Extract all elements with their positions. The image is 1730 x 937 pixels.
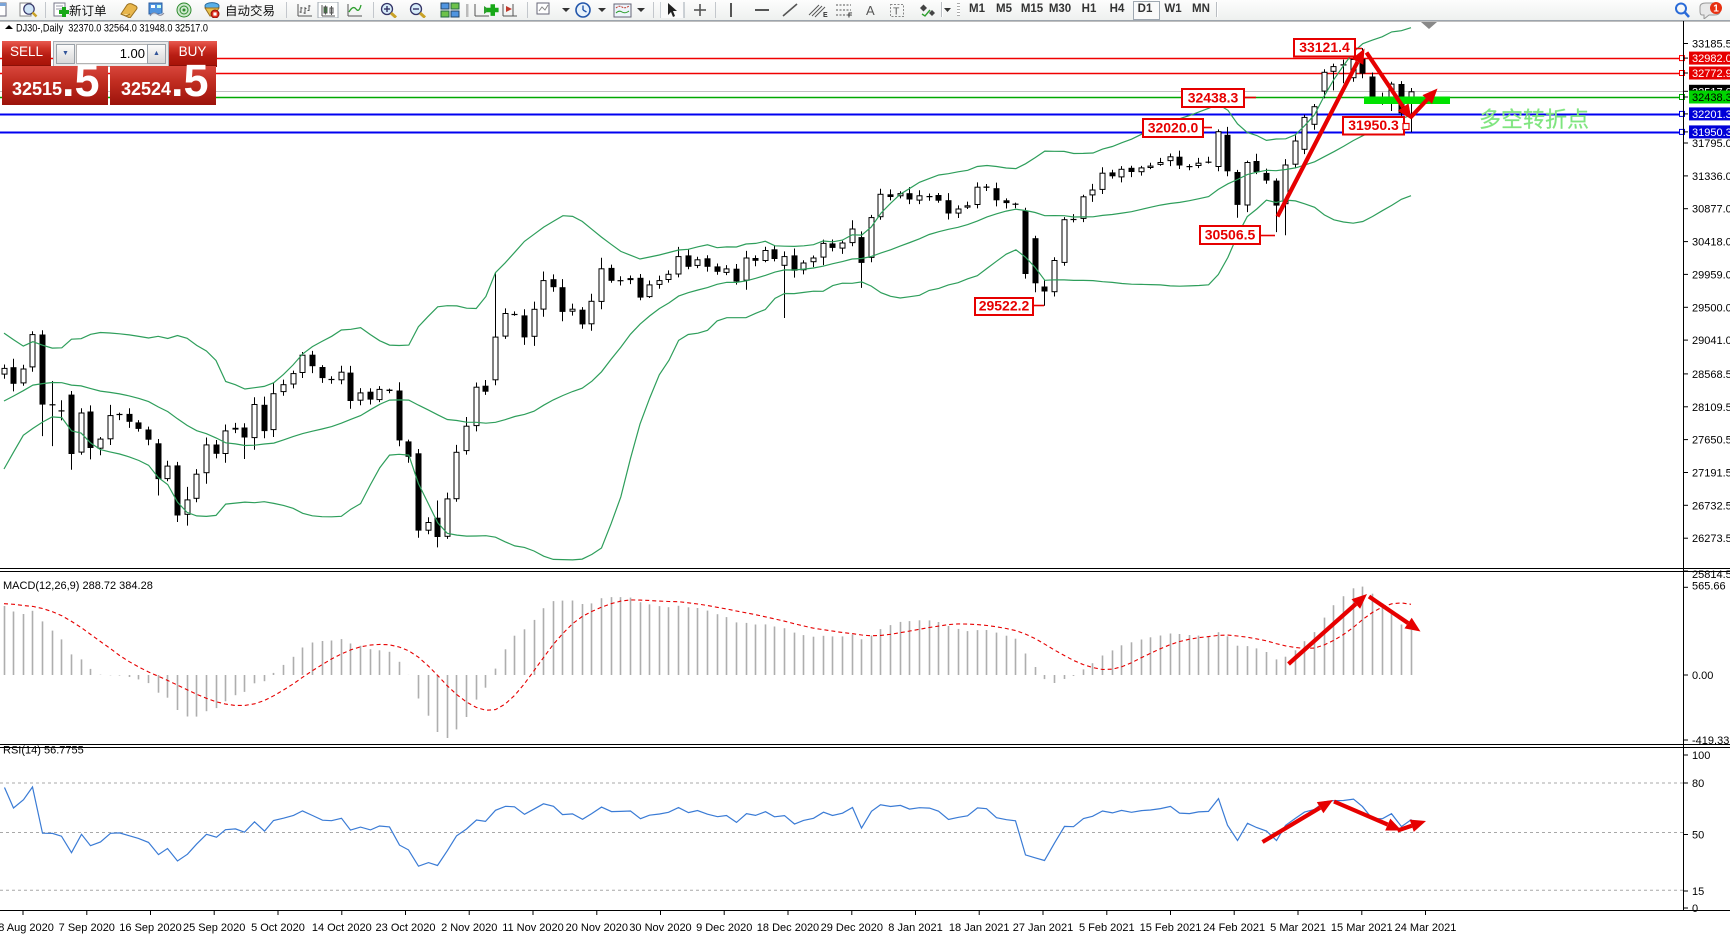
svg-text:5 Mar 2021: 5 Mar 2021 (1270, 922, 1326, 934)
svg-text:11 Nov 2020: 11 Nov 2020 (502, 922, 564, 934)
svg-text:0: 0 (1692, 903, 1698, 915)
svg-text:31950.3: 31950.3 (1692, 127, 1730, 139)
svg-text:28 Aug 2020: 28 Aug 2020 (0, 922, 54, 934)
svg-text:31336.0: 31336.0 (1692, 171, 1730, 183)
svg-text:30418.0: 30418.0 (1692, 237, 1730, 249)
svg-text:F: F (848, 13, 853, 19)
svg-text:18 Dec 2020: 18 Dec 2020 (757, 922, 819, 934)
svg-text:32438.3: 32438.3 (1692, 92, 1730, 104)
svg-text:1: 1 (1713, 4, 1719, 15)
svg-text:24 Feb 2021: 24 Feb 2021 (1203, 922, 1265, 934)
svg-text:29522.2: 29522.2 (979, 298, 1030, 314)
svg-text:24 Mar 2021: 24 Mar 2021 (1395, 922, 1457, 934)
svg-text:18 Jan 2021: 18 Jan 2021 (949, 922, 1010, 934)
svg-text:30877.0: 30877.0 (1692, 204, 1730, 216)
svg-text:30 Nov 2020: 30 Nov 2020 (629, 922, 691, 934)
svg-text:0.00: 0.00 (1692, 670, 1713, 682)
svg-text:26732.5: 26732.5 (1692, 500, 1730, 512)
svg-text:28568.5: 28568.5 (1692, 369, 1730, 381)
svg-text:DJ30-,Daily 32370.0 32564.0 3: DJ30-,Daily 32370.0 32564.0 31948.0 3251… (16, 23, 208, 35)
svg-text:29959.0: 29959.0 (1692, 269, 1730, 281)
svg-text:5 Oct 2020: 5 Oct 2020 (251, 922, 305, 934)
svg-text:30506.5: 30506.5 (1205, 227, 1256, 243)
svg-text:33121.4: 33121.4 (1299, 39, 1350, 55)
svg-text:80: 80 (1692, 778, 1704, 790)
svg-text:RSI(14) 56.7755: RSI(14) 56.7755 (3, 745, 84, 757)
svg-text:31795.0: 31795.0 (1692, 138, 1730, 150)
svg-text:25814.5: 25814.5 (1692, 569, 1730, 581)
svg-text:28109.5: 28109.5 (1692, 402, 1730, 414)
svg-text:29041.0: 29041.0 (1692, 335, 1730, 347)
svg-text:MACD(12,26,9) 288.72 384.28: MACD(12,26,9) 288.72 384.28 (3, 580, 153, 592)
svg-text:29500.0: 29500.0 (1692, 302, 1730, 314)
svg-text:2 Nov 2020: 2 Nov 2020 (441, 922, 497, 934)
svg-text:32438.3: 32438.3 (1188, 90, 1239, 106)
svg-text:23 Oct 2020: 23 Oct 2020 (376, 922, 436, 934)
svg-text:16 Sep 2020: 16 Sep 2020 (119, 922, 181, 934)
svg-text:8 Jan 2021: 8 Jan 2021 (888, 922, 942, 934)
svg-text:T: T (893, 6, 900, 18)
svg-text:14 Oct 2020: 14 Oct 2020 (312, 922, 372, 934)
svg-text:15 Feb 2021: 15 Feb 2021 (1140, 922, 1202, 934)
svg-text:32982.0: 32982.0 (1692, 53, 1730, 65)
svg-text:27191.5: 27191.5 (1692, 468, 1730, 480)
svg-text:32201.3: 32201.3 (1692, 109, 1730, 121)
svg-text:25 Sep 2020: 25 Sep 2020 (183, 922, 245, 934)
svg-text:-419.33: -419.33 (1692, 735, 1729, 747)
svg-text:26273.5: 26273.5 (1692, 533, 1730, 545)
svg-text:565.66: 565.66 (1692, 580, 1726, 592)
svg-text:A: A (866, 3, 875, 18)
svg-text:9 Dec 2020: 9 Dec 2020 (696, 922, 752, 934)
svg-text:31950.3: 31950.3 (1348, 117, 1399, 133)
svg-text:E: E (823, 12, 828, 18)
svg-text:32772.9: 32772.9 (1692, 68, 1730, 80)
svg-text:29 Dec 2020: 29 Dec 2020 (821, 922, 883, 934)
svg-text:15 Mar 2021: 15 Mar 2021 (1331, 922, 1393, 934)
svg-text:27650.5: 27650.5 (1692, 435, 1730, 447)
svg-text:5 Feb 2021: 5 Feb 2021 (1079, 922, 1135, 934)
svg-text:50: 50 (1692, 830, 1704, 842)
svg-text:33185.5: 33185.5 (1692, 39, 1730, 51)
svg-text:27 Jan 2021: 27 Jan 2021 (1013, 922, 1074, 934)
svg-text:100: 100 (1692, 750, 1710, 762)
svg-text:15: 15 (1692, 886, 1704, 898)
svg-text:7 Sep 2020: 7 Sep 2020 (59, 922, 115, 934)
svg-text:32020.0: 32020.0 (1148, 120, 1199, 136)
svg-text:20 Nov 2020: 20 Nov 2020 (566, 922, 628, 934)
